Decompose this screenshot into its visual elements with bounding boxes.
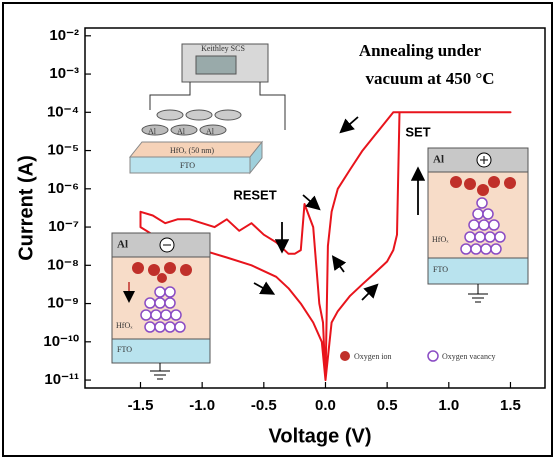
set-inset: Al HfOₓ FTO: [428, 148, 528, 302]
x-tick-label: 0.5: [377, 397, 398, 414]
electrode-label: Al: [148, 127, 157, 136]
y-tick-label: 10⁻⁸: [47, 256, 79, 273]
y-tick-label: 10⁻¹⁰: [43, 333, 79, 350]
oxide-label: HfOₓ: [432, 235, 449, 244]
legend-label: Oxygen vacancy: [442, 352, 496, 361]
sweep-arrows: [254, 117, 418, 300]
electrode: [186, 110, 212, 120]
annotation: SET: [405, 124, 430, 139]
wire: [150, 82, 190, 110]
ground: [150, 363, 170, 379]
instrument-screen: [196, 56, 236, 74]
electrode: [157, 110, 183, 120]
device-inset: Keithley SCS Al Al Al HfOₓ (50 nm) FTO: [130, 44, 285, 173]
arrow: [362, 286, 376, 300]
electrode-label: Al: [177, 127, 186, 136]
annotation: vacuum at 450 °C: [365, 69, 494, 88]
x-tick-label: 1.5: [500, 397, 521, 414]
instrument-label: Keithley SCS: [201, 44, 245, 53]
arrow: [342, 117, 358, 131]
arrow: [254, 283, 272, 293]
x-tick-label: -0.5: [251, 397, 277, 414]
reset-inset: Al HfOₓ FTO: [112, 233, 210, 379]
top-label: Al: [117, 239, 128, 251]
inset-legend: Oxygen ion Oxygen vacancy: [340, 351, 496, 361]
y-tick-label: 10⁻¹¹: [44, 371, 79, 388]
y-tick-label: 10⁻⁶: [47, 180, 79, 197]
oxide-label: HfOₓ (50 nm): [170, 146, 214, 155]
electrode: [215, 110, 241, 120]
bottom-label: FTO: [117, 345, 132, 354]
x-axis-label: Voltage (V): [269, 425, 372, 447]
legend-symbol: [428, 351, 438, 361]
y-tick-label: 10⁻²: [49, 27, 79, 44]
bottom-label: FTO: [433, 265, 448, 274]
y-tick-label: 10⁻⁵: [47, 142, 79, 159]
ground: [468, 284, 488, 302]
y-tick-label: 10⁻⁴: [47, 103, 79, 120]
x-tick-label: -1.0: [189, 397, 215, 414]
legend-label: Oxygen ion: [354, 352, 392, 361]
y-tick-label: 10⁻⁷: [48, 218, 79, 235]
x-tick-label: 1.0: [438, 397, 459, 414]
substrate-label: FTO: [180, 161, 195, 170]
y-tick-label: 10⁻⁹: [47, 295, 79, 312]
legend-symbol: [340, 351, 350, 361]
figure: 10⁻² 10⁻³ 10⁻⁴ 10⁻⁵ 10⁻⁶ 10⁻⁷ 10⁻⁸ 10⁻⁹ 10⁻¹⁰ 10⁻…: [0, 0, 555, 459]
annotation: Annealing under: [359, 41, 482, 60]
x-tick-label: 0.0: [315, 397, 336, 414]
y-axis-label: Current (A): [15, 155, 37, 261]
x-tick-label: -1.5: [128, 397, 154, 414]
arrow: [334, 258, 344, 272]
oxide-label: HfOₓ: [116, 321, 133, 330]
wire: [260, 82, 285, 130]
annotation: RESET: [233, 187, 276, 202]
electrode-label: Al: [206, 127, 215, 136]
top-label: Al: [433, 154, 444, 166]
y-tick-label: 10⁻³: [49, 65, 79, 82]
